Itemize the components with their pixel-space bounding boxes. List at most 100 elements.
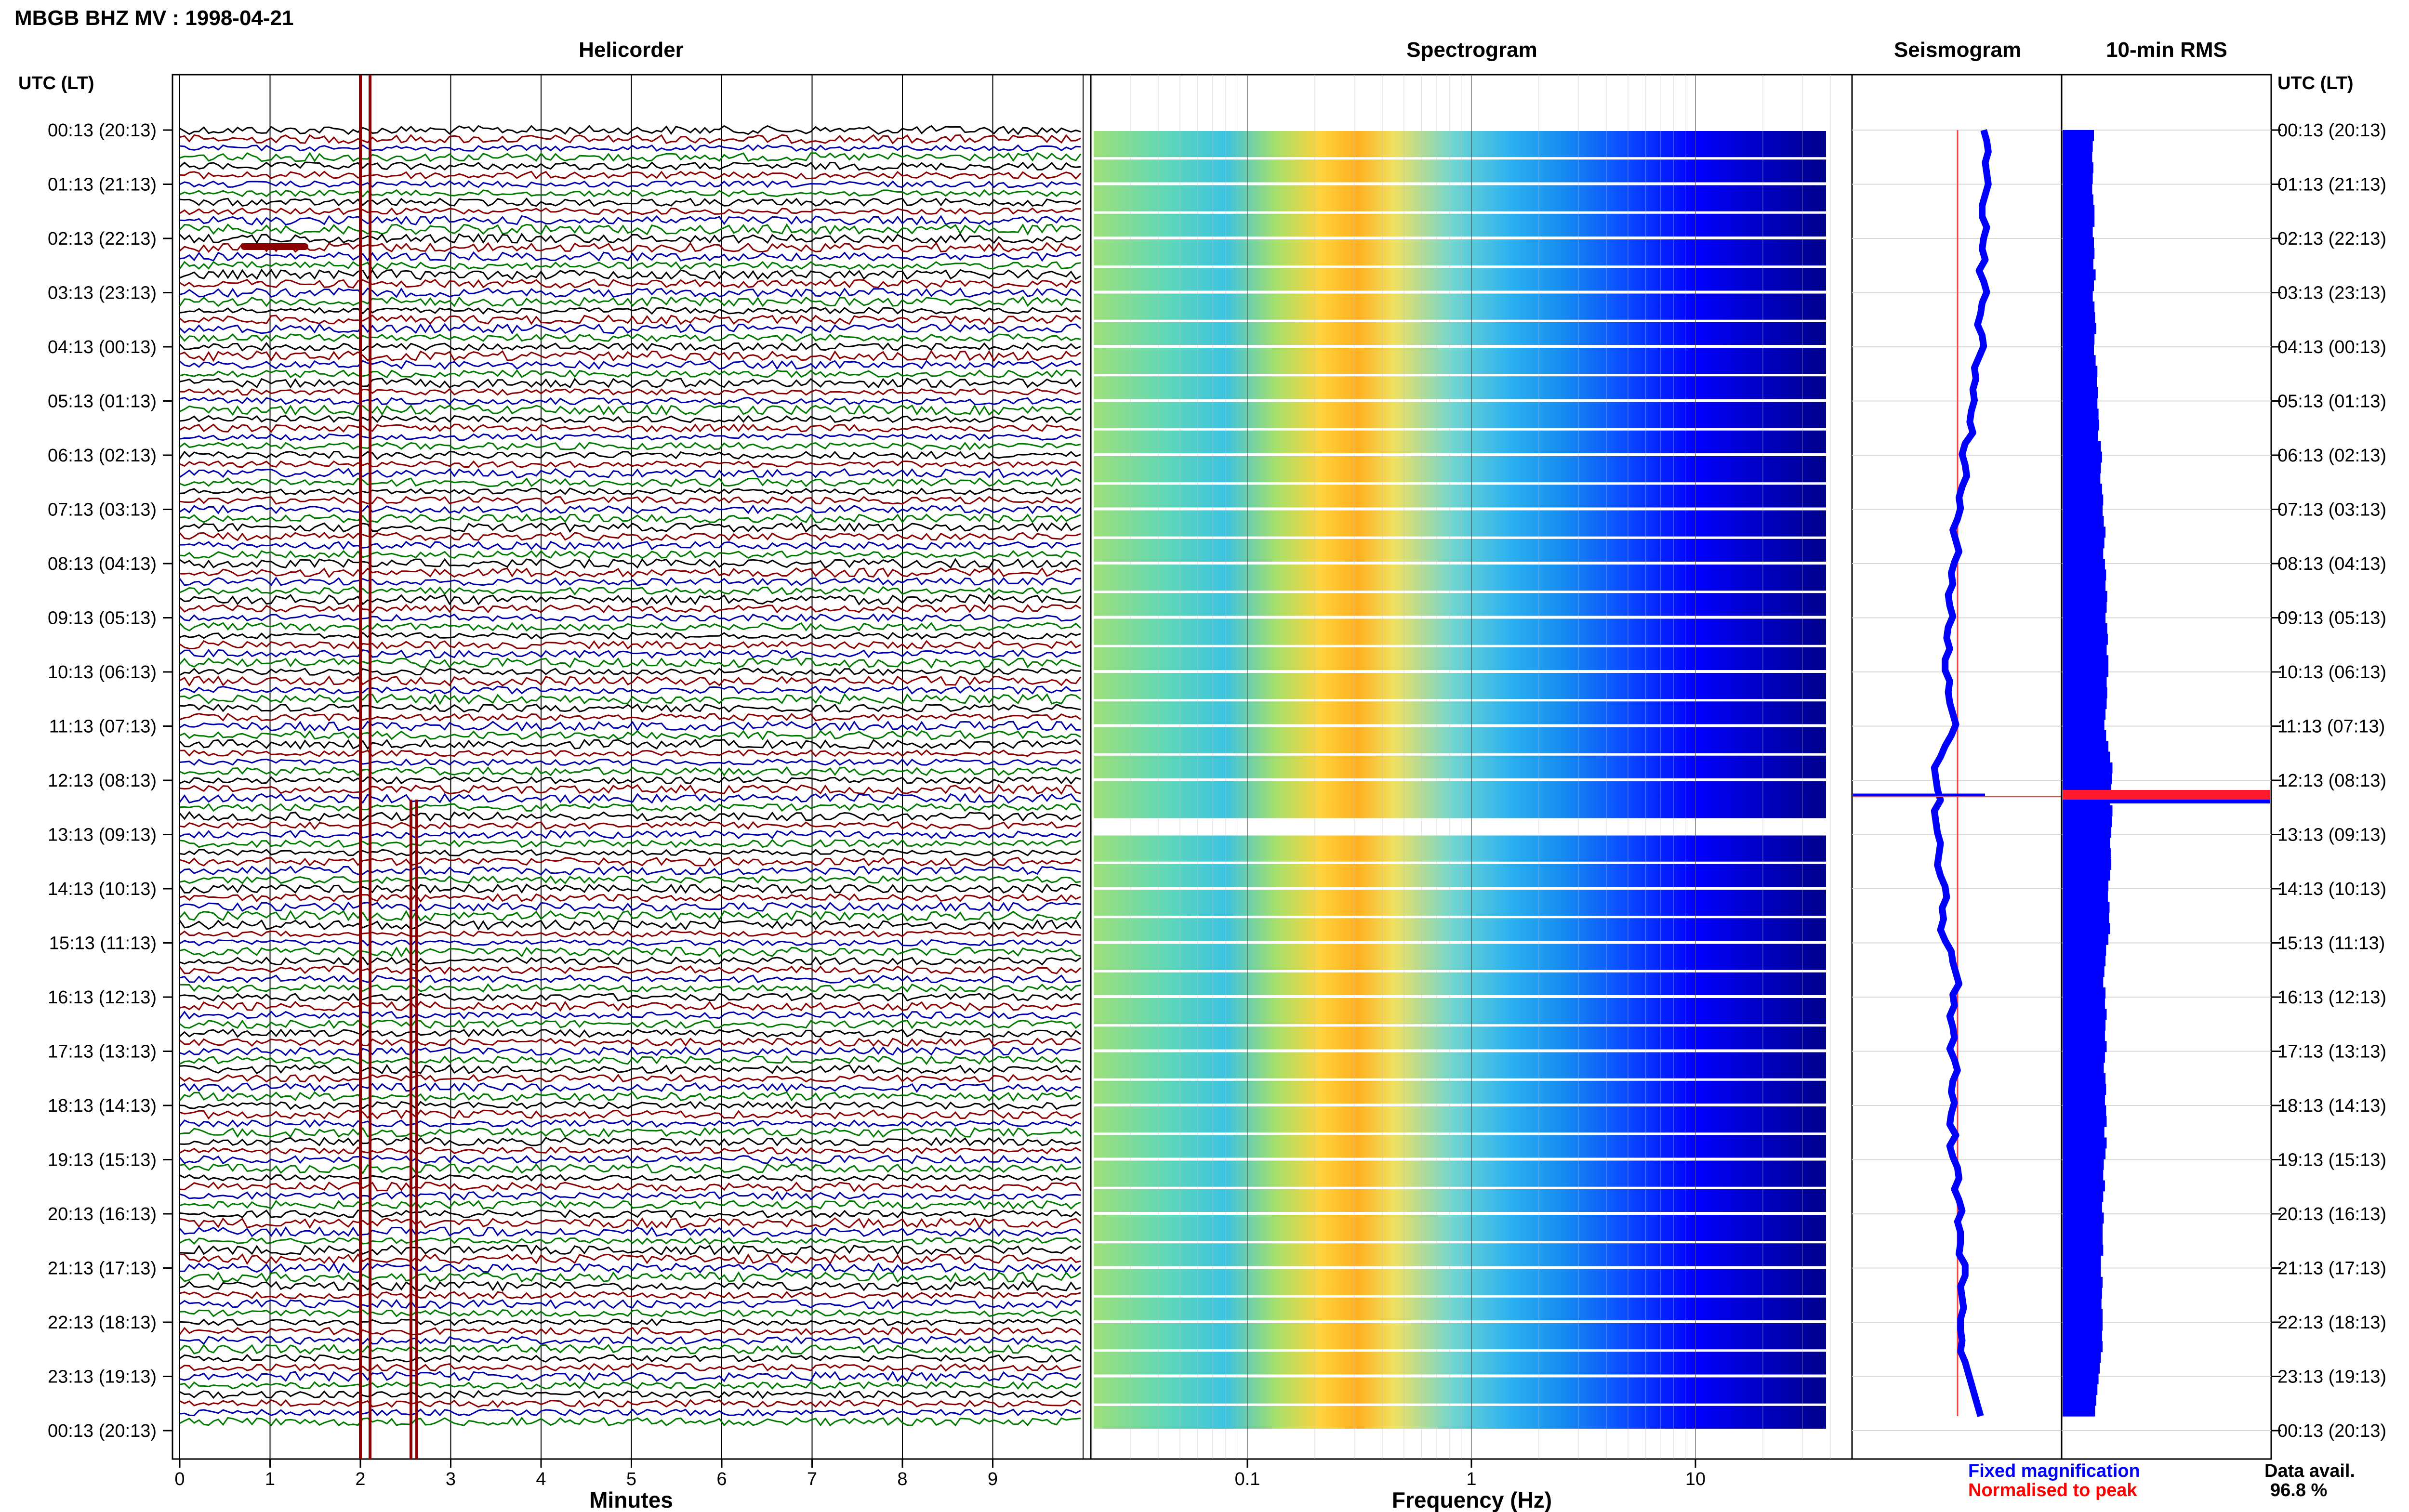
spectrogram-row: [1094, 998, 1826, 1050]
rms-bar: [2063, 1212, 2104, 1224]
spectrogram-row: [1094, 673, 1826, 724]
rms-bar: [2063, 1116, 2107, 1127]
hour-label-right: 18:13 (14:13): [2277, 1096, 2386, 1116]
rms-bar: [2063, 859, 2112, 870]
rms-bar: [2063, 173, 2093, 184]
helicorder-trace: [179, 946, 1081, 958]
spectrogram-separator: [1094, 157, 1826, 160]
helicorder-trace: [179, 314, 1081, 325]
spectrogram-row: [1094, 944, 1826, 995]
helicorder-trace: [179, 821, 1081, 830]
rms-bar: [2063, 1298, 2102, 1310]
hour-label-left: 19:13 (15:13): [48, 1150, 157, 1170]
spectrogram-separator: [1094, 753, 1826, 756]
fixed-magnification-trace: [1931, 129, 1992, 1417]
rms-bar: [2063, 387, 2098, 398]
helicorder-trace: [179, 1038, 1081, 1047]
spectrogram-row: [1094, 1323, 1826, 1375]
hour-label-right: 20:13 (16:13): [2277, 1204, 2386, 1224]
helicorder-trace: [179, 730, 1081, 741]
helicorder-trace: [179, 504, 1082, 514]
helicorder-xlabel: Minutes: [589, 1487, 673, 1512]
rms-bar: [2063, 355, 2096, 367]
helicorder-trace: [179, 207, 1081, 215]
helicorder-trace: [179, 758, 1081, 766]
spectrogram-row: [1094, 618, 1826, 670]
hour-label-right: 11:13 (07:13): [2277, 717, 2385, 737]
rms-bar: [2063, 1062, 2104, 1074]
helicorder-trace: [179, 558, 1082, 569]
helicorder-trace: [179, 668, 1081, 676]
spectrogram-x-ticks: 0.1 1 10: [1235, 1459, 1706, 1489]
helicorder-trace: [179, 360, 1081, 370]
helicorder-trace: [179, 197, 1081, 207]
spectrogram-separator: [1094, 1024, 1826, 1027]
hour-label-right: 19:13 (15:13): [2277, 1150, 2386, 1170]
rms-bar: [2063, 1255, 2101, 1267]
rms-bar: [2063, 1094, 2105, 1106]
rms-bar: [2063, 1170, 2104, 1181]
helicorder-trace: [179, 442, 1081, 451]
helicorder-trace: [179, 1390, 1081, 1399]
hour-label-right: 01:13 (21:13): [2277, 175, 2386, 195]
spectrogram-separator: [1094, 1132, 1826, 1135]
hour-label-right: 06:13 (02:13): [2277, 446, 2386, 466]
rms-bar: [2063, 462, 2101, 473]
rms-event-bar: [2063, 790, 2270, 800]
data-availability-value: 96.8 %: [2270, 1480, 2327, 1500]
spectrogram-gridlines: [1130, 75, 1831, 1459]
spectrogram-separator: [1094, 591, 1826, 593]
rms-bar: [2063, 1019, 2106, 1031]
hour-label-left: 08:13 (04:13): [48, 554, 157, 574]
event-spike: [369, 75, 371, 1459]
helicorder-trace: [179, 1046, 1081, 1056]
hour-label-left: 00:13 (20:13): [48, 1421, 157, 1441]
hour-label-right: 02:13 (22:13): [2277, 229, 2386, 249]
helicorder-trace: [179, 685, 1081, 695]
helicorder-trace: [179, 1163, 1081, 1175]
hour-label-left: 21:13 (17:13): [48, 1259, 157, 1279]
seismogram-title: Seismogram: [1894, 38, 2021, 62]
rms-bar: [2063, 773, 2112, 784]
helicorder-trace: [179, 1119, 1081, 1128]
rms-bar: [2063, 1030, 2105, 1041]
helicorder-trace: [179, 1363, 1081, 1372]
spectrogram-separator: [1094, 482, 1826, 485]
spectrogram-panel: 0.1 1 10 Frequency (Hz): [1090, 74, 1853, 1512]
x-tick-label: 7: [807, 1469, 817, 1489]
helicorder-trace: [179, 883, 1081, 894]
hour-label-left: 14:13 (10:13): [48, 879, 157, 899]
x-tick-label: 3: [446, 1469, 456, 1489]
rms-bar: [2063, 259, 2093, 270]
helicorder-trace: [179, 161, 1081, 171]
rms-bar: [2063, 827, 2112, 838]
helicorder-trace: [179, 134, 1081, 145]
helicorder-trace: [179, 919, 1082, 931]
helicorder-trace: [179, 1318, 1082, 1327]
helicorder-trace: [179, 496, 1081, 505]
rms-bar: [2063, 966, 2105, 977]
helicorder-trace: [179, 901, 1081, 912]
helicorder-trace: [179, 215, 1081, 226]
rms-bar: [2063, 130, 2094, 141]
hour-label-right: 15:13 (11:13): [2277, 933, 2385, 954]
hour-label-right: 16:13 (12:13): [2277, 987, 2386, 1008]
rms-bar: [2063, 559, 2105, 570]
helicorder-trace: [179, 776, 1081, 785]
rms-bar: [2063, 1009, 2107, 1020]
helicorder-trace: [179, 738, 1082, 750]
hour-label-right: 23:13 (19:13): [2277, 1367, 2386, 1387]
hour-label-left: 00:13 (20:13): [48, 120, 157, 141]
helicorder-trace: [179, 1011, 1081, 1020]
helicorder-trace: [179, 1000, 1081, 1012]
rms-bar: [2063, 676, 2107, 688]
helicorder-trace: [179, 1271, 1081, 1283]
data-availability-label: Data avail.: [2264, 1461, 2355, 1481]
rms-bar: [2063, 762, 2113, 774]
spectrogram-separator: [1094, 428, 1826, 431]
rms-bar: [2063, 848, 2111, 859]
hour-label-right: 00:13 (20:13): [2277, 1421, 2386, 1441]
helicorder-trace: [179, 657, 1081, 669]
helicorder-trace: [179, 532, 1081, 541]
